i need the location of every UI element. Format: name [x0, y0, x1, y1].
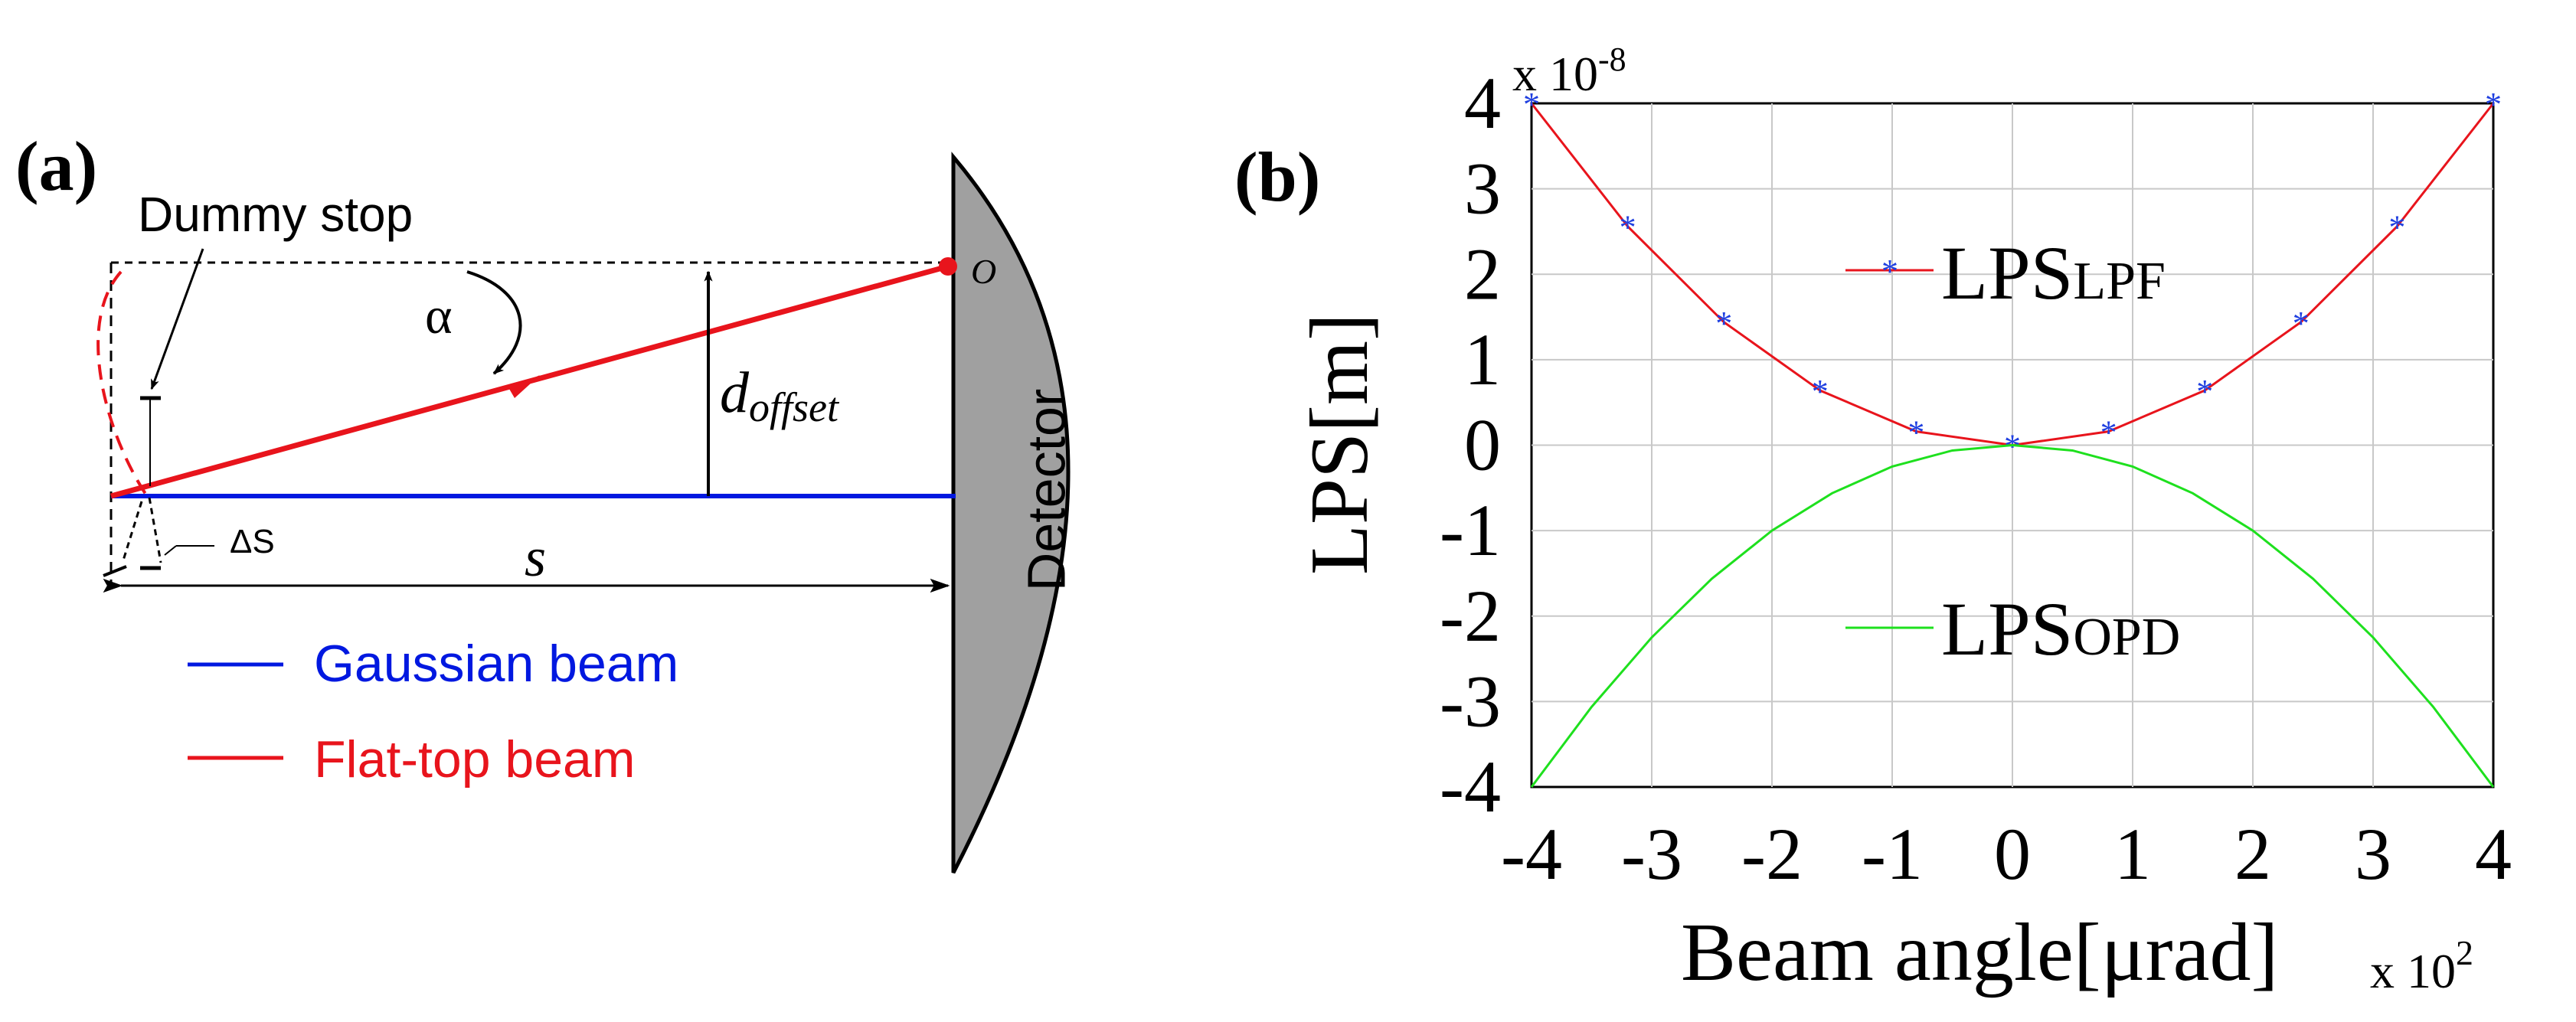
origin-point	[939, 257, 957, 276]
data-point: *	[1907, 414, 1924, 452]
legend-lpf-marker: *	[1881, 253, 1898, 290]
s-label: s	[525, 527, 546, 588]
y-axis-label: LPS[m]	[1294, 313, 1385, 575]
dummy-stop-pointer	[150, 248, 204, 390]
y-tick-label: 4	[1464, 62, 1501, 144]
x-tick-label: 0	[1994, 813, 2031, 895]
y-tick-label: 1	[1464, 318, 1501, 400]
y-tick-label: 0	[1464, 404, 1501, 486]
panel-a-label: (a)	[15, 127, 97, 205]
alpha-label: α	[425, 286, 453, 344]
origin-label: O	[971, 252, 996, 291]
panel-a: (a) Detector O α doffset Dummy stop	[15, 127, 1076, 874]
x-tick-label: 2	[2234, 813, 2271, 895]
series-layer: * * * * * * * * * * *	[1523, 86, 2502, 788]
legend-opd-label: LPSOPD	[1941, 586, 2180, 671]
x-tick-label: -2	[1741, 813, 1803, 895]
data-point: *	[1812, 373, 1829, 410]
detector-label: Detector	[1016, 389, 1076, 592]
delta-s-tick-left	[103, 565, 127, 577]
delta-s-leader-hook	[164, 545, 177, 556]
data-point: *	[2485, 86, 2502, 123]
chart-legend: * LPSLPF LPSOPD	[1845, 230, 2180, 671]
legend-flat-top-label: Flat-top beam	[314, 730, 636, 789]
series-line-lps-opd	[1530, 443, 2495, 788]
data-point: *	[2388, 209, 2405, 247]
y-tick-label: -2	[1440, 575, 1501, 657]
x-tick-label: 1	[2114, 813, 2151, 895]
data-point: *	[2196, 373, 2213, 410]
y-tick-label: -3	[1440, 660, 1501, 742]
panel-b: (b) ***** * ***** -4 -3 -2 -1 0 1 2 3 443210-1-2-3…	[1234, 41, 2512, 998]
data-point: *	[1715, 305, 1732, 342]
alpha-arc	[466, 270, 522, 375]
delta-s-dash-right	[148, 497, 162, 563]
y-tick-label: -1	[1440, 489, 1501, 571]
detector-shape	[951, 152, 1071, 874]
y-tick-label: 2	[1464, 233, 1501, 315]
panel-b-label: (b)	[1234, 138, 1320, 216]
x-tick-label: -3	[1621, 813, 1682, 895]
data-point: *	[1523, 86, 1540, 123]
data-point: *	[2293, 305, 2310, 342]
data-point: *	[1620, 209, 1636, 247]
x-multiplier-label: x 102	[2370, 933, 2473, 998]
dummy-stop-label: Dummy stop	[138, 187, 413, 242]
y-multiplier-label: x 10-8	[1512, 41, 1626, 101]
d-offset-label: doffset	[720, 361, 840, 430]
legend-gaussian-label: Gaussian beam	[314, 635, 678, 693]
x-tick-label: -1	[1862, 813, 1923, 895]
x-tick-label: 3	[2355, 813, 2391, 895]
legend-lpf-label: LPSLPF	[1941, 230, 2166, 315]
beam-direction-arrow	[509, 375, 540, 398]
y-tick-label: -4	[1440, 746, 1501, 828]
delta-s-label: ΔS	[230, 523, 275, 560]
flat-top-wavefront	[96, 270, 147, 495]
x-tick-label: -4	[1501, 813, 1562, 895]
x-axis-label: Beam angle[μrad]	[1681, 907, 2279, 998]
y-tick-label: 3	[1464, 148, 1501, 230]
data-point: *	[2100, 414, 2117, 452]
x-tick-label: 4	[2475, 813, 2512, 895]
delta-s-dash-left	[121, 501, 143, 563]
